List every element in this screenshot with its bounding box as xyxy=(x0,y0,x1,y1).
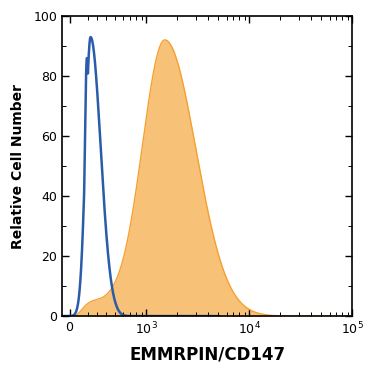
X-axis label: EMMRPIN/CD147: EMMRPIN/CD147 xyxy=(129,346,285,364)
Y-axis label: Relative Cell Number: Relative Cell Number xyxy=(11,84,25,249)
